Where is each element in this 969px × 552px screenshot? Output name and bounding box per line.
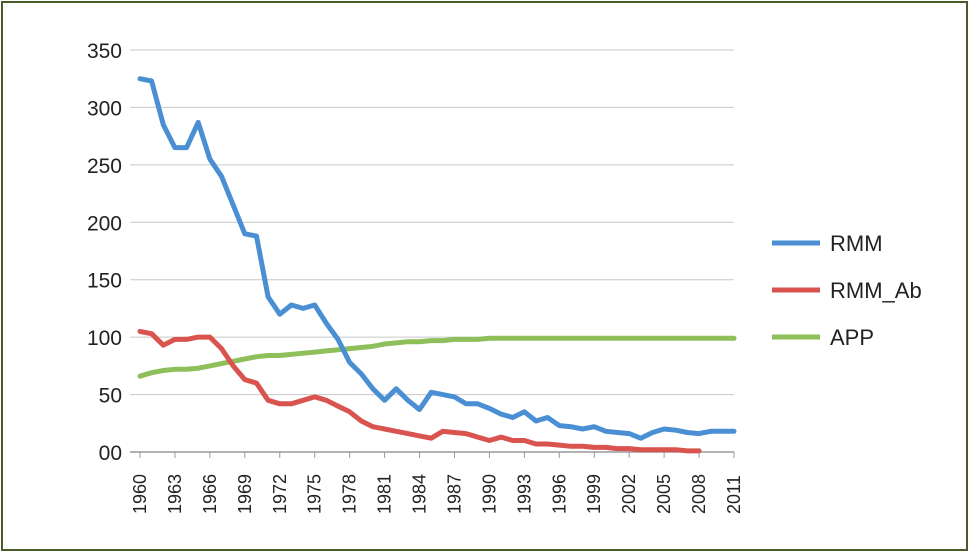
x-tick-label: 1978 [340, 474, 360, 514]
series-line-rmm-ab [137, 328, 702, 454]
series-line-rmm [137, 76, 737, 441]
x-tick-label: 1966 [200, 474, 220, 514]
x-tick-label: 1960 [130, 474, 150, 514]
legend-label: RMM_Ab [830, 278, 922, 303]
legend: RMM RMM_Ab APP [772, 231, 922, 350]
y-tick-label: 350 [87, 40, 122, 63]
x-tick-label: 1990 [479, 474, 499, 514]
y-tick-label: 200 [87, 212, 122, 235]
x-tick-label: 1993 [514, 474, 534, 514]
x-tick-label: 1987 [444, 474, 464, 514]
x-tick-label: 2008 [689, 474, 709, 514]
y-tick-label: 250 [87, 155, 122, 178]
x-tick-label: 1999 [584, 474, 604, 514]
x-tick-label: 1981 [375, 474, 395, 514]
legend-label: RMM [830, 231, 883, 256]
y-tick-label: 150 [87, 270, 122, 293]
y-axis-ticks: 00 50 100 150 200 250 300 350 [87, 40, 122, 465]
x-tick-label: 1963 [165, 474, 185, 514]
y-tick-label: 300 [87, 97, 122, 120]
x-tick-label: 2002 [619, 474, 639, 514]
gridlines [130, 49, 735, 458]
x-tick-label: 2011 [724, 475, 744, 514]
legend-label: APP [830, 325, 874, 350]
y-tick-label: 50 [99, 385, 122, 408]
x-axis-ticks: 1960 1963 1966 1969 1972 1975 1978 1981 1984 1987… [130, 474, 744, 514]
x-tick-label: 1975 [305, 474, 325, 514]
series-lines [137, 76, 737, 454]
x-tick-label: 1972 [270, 474, 290, 514]
y-tick-label: 100 [87, 327, 122, 350]
series-line-app [137, 335, 737, 379]
y-tick-label: 00 [99, 442, 122, 465]
x-tick-label: 2005 [654, 474, 674, 514]
x-tick-label: 1969 [235, 474, 255, 514]
x-tick-label: 1984 [410, 474, 430, 514]
x-tick-label: 1996 [549, 474, 569, 514]
